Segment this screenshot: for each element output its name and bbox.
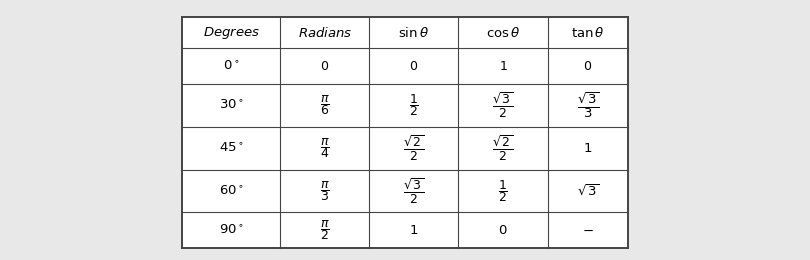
- Text: $30^\circ$: $30^\circ$: [219, 99, 244, 112]
- Text: $\dfrac{\sqrt{2}}{2}$: $\dfrac{\sqrt{2}}{2}$: [492, 133, 514, 163]
- Text: $\dfrac{\pi}{4}$: $\dfrac{\pi}{4}$: [320, 136, 330, 160]
- Text: $0$: $0$: [320, 60, 330, 73]
- Text: $\dfrac{\pi}{6}$: $\dfrac{\pi}{6}$: [320, 93, 330, 117]
- Text: $0$: $0$: [498, 224, 508, 237]
- Text: $1$: $1$: [499, 60, 507, 73]
- Text: $\dfrac{\pi}{3}$: $\dfrac{\pi}{3}$: [320, 179, 330, 203]
- Text: $\sin\theta$: $\sin\theta$: [399, 25, 429, 40]
- Text: $\dfrac{\pi}{2}$: $\dfrac{\pi}{2}$: [320, 218, 330, 242]
- Text: $\cos\theta$: $\cos\theta$: [486, 25, 520, 40]
- Text: $\dfrac{1}{2}$: $\dfrac{1}{2}$: [498, 178, 508, 204]
- Text: $\dfrac{1}{2}$: $\dfrac{1}{2}$: [409, 93, 419, 118]
- Bar: [182, 17, 628, 248]
- Text: $\sqrt{3}$: $\sqrt{3}$: [577, 183, 599, 199]
- Text: $\dfrac{\sqrt{3}}{2}$: $\dfrac{\sqrt{3}}{2}$: [403, 176, 424, 206]
- Text: $45^\circ$: $45^\circ$: [219, 142, 244, 155]
- Text: $-$: $-$: [582, 224, 594, 237]
- Text: $\mathit{Radians}$: $\mathit{Radians}$: [297, 25, 352, 40]
- Text: $\dfrac{\sqrt{3}}{2}$: $\dfrac{\sqrt{3}}{2}$: [492, 90, 514, 120]
- Text: $1$: $1$: [583, 142, 592, 155]
- Text: $60^\circ$: $60^\circ$: [219, 185, 244, 198]
- Text: $\dfrac{\sqrt{3}}{3}$: $\dfrac{\sqrt{3}}{3}$: [577, 90, 599, 120]
- Text: $\dfrac{\sqrt{2}}{2}$: $\dfrac{\sqrt{2}}{2}$: [403, 133, 424, 163]
- Text: $0$: $0$: [409, 60, 419, 73]
- Text: $0$: $0$: [583, 60, 592, 73]
- Text: $0^\circ$: $0^\circ$: [223, 60, 240, 73]
- Text: $90^\circ$: $90^\circ$: [219, 224, 244, 237]
- Text: $\mathit{Degrees}$: $\mathit{Degrees}$: [202, 24, 260, 41]
- Text: $\tan\theta$: $\tan\theta$: [571, 25, 604, 40]
- Text: $1$: $1$: [409, 224, 419, 237]
